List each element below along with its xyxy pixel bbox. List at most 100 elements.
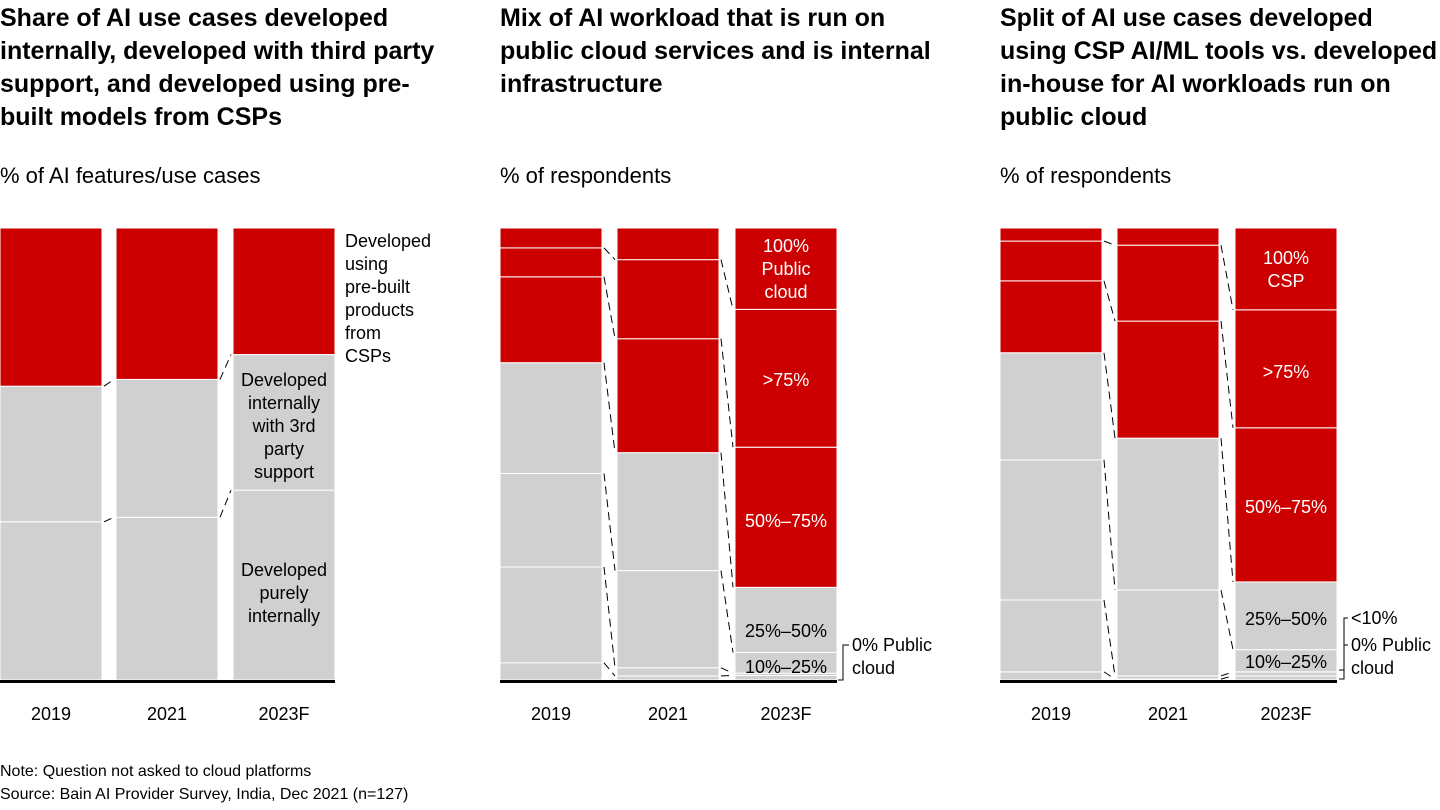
- bar-segment: [1234, 227, 1338, 311]
- segment-label: CSPs: [345, 346, 391, 366]
- x-tick-label: 2023F: [760, 704, 811, 724]
- segment-label: internally: [248, 606, 320, 626]
- baseline: [0, 680, 335, 683]
- bar-segment: [616, 338, 720, 454]
- chart1-ylabel: % of AI features/use cases: [0, 163, 261, 188]
- bar-segment: [232, 227, 336, 356]
- segment-label: Developed: [345, 231, 431, 251]
- bar-segment: [616, 259, 720, 340]
- bracket: [1339, 644, 1348, 680]
- baseline: [500, 680, 837, 683]
- bar-segment: [616, 675, 720, 681]
- segment-label: 10%–25%: [745, 657, 827, 677]
- connector-line: [603, 662, 616, 677]
- connector-line: [103, 379, 115, 387]
- x-tick-label: 2019: [531, 704, 571, 724]
- source: Source: Bain AI Provider Survey, India, …: [0, 786, 409, 803]
- segment-label: 0% Public: [1351, 635, 1431, 655]
- segment-label: party: [264, 439, 304, 459]
- bar-segment: [1234, 309, 1338, 429]
- segment-label: Developed: [241, 370, 327, 390]
- bar-segment: [999, 240, 1103, 282]
- bar-segment: [616, 570, 720, 669]
- bar-segment: [499, 247, 603, 278]
- bar-segment: [616, 452, 720, 572]
- segment-label: 100%: [763, 236, 809, 256]
- chart3-ylabel: % of respondents: [1000, 163, 1172, 188]
- bar-segment: [1116, 320, 1220, 439]
- segment-label: >75%: [1263, 362, 1310, 382]
- bar-segment: [999, 671, 1103, 681]
- bar-segment: [499, 362, 603, 474]
- bar-segment: [499, 227, 603, 249]
- connector-line: [1220, 589, 1234, 650]
- chart2-ylabel: % of respondents: [500, 163, 672, 188]
- segment-label: products: [345, 300, 414, 320]
- chart2-title: Mix of AI workload that is run on public…: [500, 4, 931, 98]
- bar-segment: [232, 354, 336, 491]
- bar-segment: [734, 586, 838, 653]
- bar-segment: [999, 280, 1103, 354]
- bar-segment: [1234, 671, 1338, 677]
- bar-segment: [616, 227, 720, 261]
- bar-segment: [0, 521, 103, 681]
- connector-line: [103, 516, 115, 523]
- segment-label: cloud: [1351, 658, 1394, 678]
- chart1-title: Share of AI use cases developed internal…: [0, 4, 435, 131]
- bracket: [838, 644, 849, 681]
- bar-segment: [115, 227, 219, 380]
- segment-label: support: [254, 462, 314, 482]
- segment-label: from: [345, 323, 381, 343]
- connector-line: [603, 362, 616, 453]
- bar-segment: [1116, 437, 1220, 591]
- bar-segment: [734, 308, 838, 448]
- note: Note: Question not asked to cloud platfo…: [0, 763, 312, 780]
- bar-segment: [499, 276, 603, 364]
- segment-label: Public: [761, 259, 810, 279]
- connector-line: [1103, 599, 1116, 677]
- bar-segment: [0, 227, 103, 387]
- bar-segment: [499, 472, 603, 568]
- connector-line: [219, 354, 232, 380]
- bar-segment: [999, 599, 1103, 673]
- connector-line: [603, 473, 616, 571]
- bar-segment: [232, 489, 336, 681]
- segment-label: 50%–75%: [1245, 497, 1327, 517]
- connector-line: [1220, 671, 1234, 677]
- bar-segment: [616, 667, 720, 677]
- segment-label: 25%–50%: [745, 621, 827, 641]
- bar-segment: [1234, 675, 1338, 681]
- segment-label: 0% Public: [852, 635, 932, 655]
- connector-line: [720, 570, 734, 653]
- x-tick-label: 2019: [1031, 704, 1071, 724]
- x-tick-label: 2021: [147, 704, 187, 724]
- segment-label: using: [345, 254, 388, 274]
- baseline: [1000, 680, 1337, 683]
- segment-label: <10%: [1351, 608, 1398, 628]
- x-tick-label: 2021: [1148, 704, 1188, 724]
- connector-line: [1220, 321, 1234, 428]
- connector-line: [603, 276, 616, 339]
- segment-label: 100%: [1263, 248, 1309, 268]
- segment-label: CSP: [1267, 271, 1304, 291]
- segment-label: with 3rd: [251, 416, 315, 436]
- connector-line: [603, 566, 616, 668]
- bracket: [1339, 617, 1348, 671]
- bar-segment: [999, 352, 1103, 461]
- segment-label: pre-built: [345, 277, 410, 297]
- segment-label: cloud: [852, 658, 895, 678]
- bar-segment: [1234, 427, 1338, 583]
- bar-segment: [1116, 244, 1220, 322]
- segment-label: purely: [259, 583, 308, 603]
- connector-line: [720, 259, 734, 310]
- connector-line: [1103, 352, 1116, 439]
- connector-line: [1220, 245, 1234, 310]
- segment-label: 10%–25%: [1245, 652, 1327, 672]
- bar-segment: [999, 227, 1103, 242]
- connector-line: [720, 338, 734, 448]
- bar-segment: [999, 459, 1103, 601]
- bar-segment: [115, 378, 219, 518]
- segment-label: internally: [248, 393, 320, 413]
- connector-line: [720, 667, 734, 674]
